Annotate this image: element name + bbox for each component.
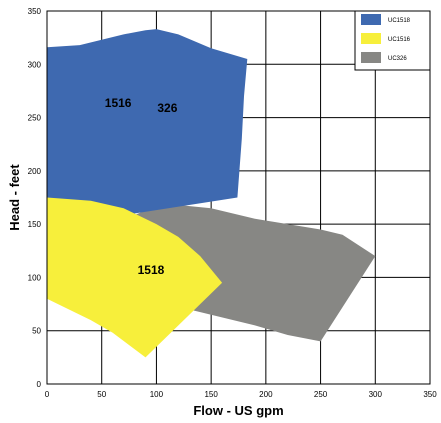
- y-tick-label: 300: [28, 60, 42, 69]
- region-1518: [47, 29, 248, 214]
- y-tick-label: 50: [32, 327, 41, 336]
- x-tick-label: 50: [97, 390, 106, 399]
- y-tick-label: 150: [28, 220, 42, 229]
- x-tick-label: 200: [259, 390, 273, 399]
- legend-label: UC1516: [388, 37, 411, 43]
- y-tick-label: 350: [28, 7, 42, 16]
- y-tick-label: 0: [37, 380, 42, 389]
- x-tick-label: 350: [423, 390, 437, 399]
- legend: UC1518 UC1516 UC326: [354, 10, 431, 71]
- plot-frame: [46, 10, 431, 385]
- region-label-1518: 1518: [138, 263, 165, 277]
- legend-label: UC1518: [388, 18, 411, 24]
- x-tick-label: 0: [45, 390, 50, 399]
- x-tick-label: 250: [314, 390, 328, 399]
- region-labels: 326 1518 1516: [105, 96, 178, 277]
- y-axis-title: Head - feet: [7, 164, 22, 231]
- region-label-1516: 1516: [105, 96, 132, 110]
- x-tick-label: 150: [204, 390, 218, 399]
- x-axis-title: Flow - US gpm: [193, 403, 283, 418]
- plot-border: [46, 10, 431, 385]
- y-tick-label: 200: [28, 167, 42, 176]
- axis-ticks: 0 50 100 150 200 250 300 350 0 50 100 150 200 250 300 3…: [28, 7, 438, 399]
- legend-swatch: [361, 33, 381, 44]
- y-tick-label: 250: [28, 114, 42, 123]
- x-tick-label: 300: [369, 390, 383, 399]
- x-tick-label: 100: [150, 390, 164, 399]
- legend-swatch: [361, 14, 381, 25]
- region-label-326: 326: [157, 101, 177, 115]
- pump-regions: [47, 29, 376, 358]
- region-1516: [47, 197, 223, 358]
- y-tick-label: 100: [28, 273, 42, 282]
- legend-swatch: [361, 52, 381, 63]
- legend-label: UC326: [388, 56, 407, 62]
